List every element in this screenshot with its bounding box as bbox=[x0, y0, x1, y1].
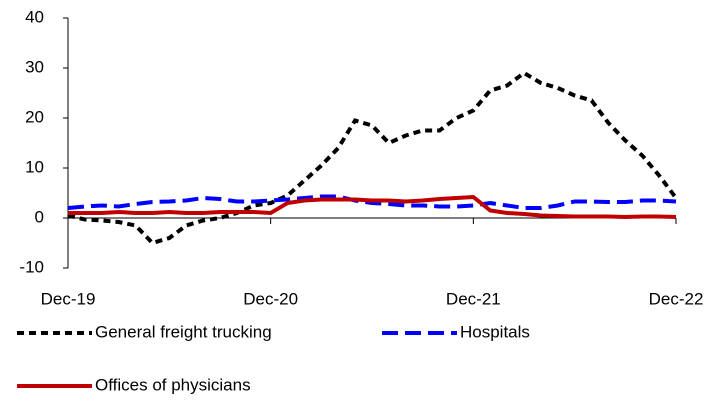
x-tick-label: Dec-20 bbox=[243, 289, 298, 308]
x-tick-label: Dec-22 bbox=[649, 289, 704, 308]
legend-label: Offices of physicians bbox=[95, 375, 251, 394]
series-line bbox=[68, 194, 677, 220]
y-tick-label: 30 bbox=[25, 57, 44, 76]
series-line bbox=[67, 70, 678, 246]
y-tick-label: 40 bbox=[25, 7, 44, 26]
legend-label: Hospitals bbox=[460, 322, 530, 341]
y-tick-label: -10 bbox=[19, 257, 44, 276]
x-tick-label: Dec-19 bbox=[41, 289, 96, 308]
y-tick-label: 10 bbox=[25, 157, 44, 176]
series-line bbox=[67, 194, 677, 210]
legend-label: General freight trucking bbox=[95, 322, 272, 341]
x-tick-label: Dec-21 bbox=[446, 289, 501, 308]
y-tick-label: 0 bbox=[35, 207, 44, 226]
y-tick-label: 20 bbox=[25, 107, 44, 126]
